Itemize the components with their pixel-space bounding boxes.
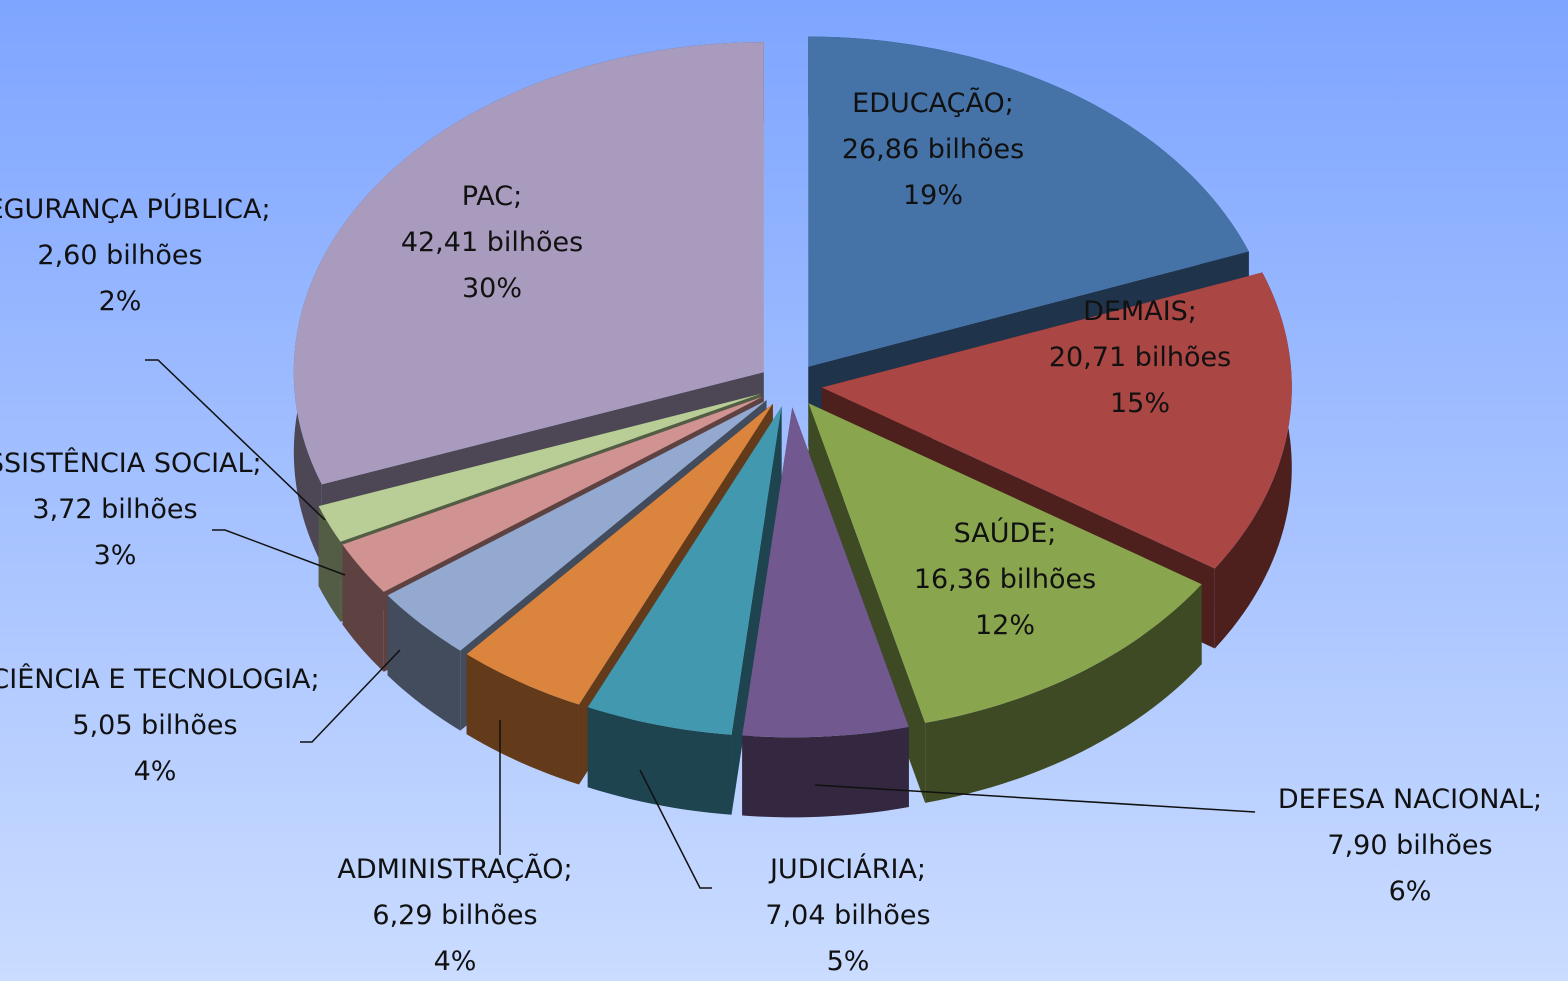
leader-line [814, 784, 1256, 813]
leader-line [212, 529, 346, 576]
slice [821, 272, 1292, 569]
data-label: PAC; 42,41 bilhões 30% [401, 181, 583, 304]
slice [808, 36, 1249, 367]
labels: EDUCAÇÃO; 26,86 bilhões 19% DEMAIS; 20,71 bi… [0, 87, 1542, 977]
data-label-line: 3% [94, 540, 137, 571]
data-label-line: 16,36 bilhões [914, 564, 1096, 595]
data-label-line: 26,86 bilhões [842, 134, 1024, 165]
data-label-line: ADMINISTRAÇÃO; [337, 853, 572, 885]
data-label-line: SAÚDE; [954, 517, 1057, 549]
data-label: DEMAIS; 20,71 bilhões 15% [1049, 296, 1231, 419]
data-label: SAÚDE; 16,36 bilhões 12% [914, 517, 1096, 641]
slices [293, 36, 1292, 818]
slice [466, 403, 773, 705]
data-label-line: ASSISTÊNCIA SOCIAL; [0, 447, 262, 479]
data-label-line: 4% [134, 756, 177, 787]
data-label-line: 12% [975, 610, 1035, 641]
data-label-line: SEGURANÇA PÚBLICA; [0, 193, 271, 225]
slice-side [387, 595, 461, 731]
data-label-line: 7,04 bilhões [765, 900, 930, 931]
data-label-line: 15% [1110, 388, 1170, 419]
slice [587, 406, 782, 735]
data-label-line: PAC; [462, 181, 523, 212]
data-label-line: 6% [1389, 876, 1432, 907]
data-label-line: 4% [434, 946, 477, 977]
slice-side [925, 584, 1202, 803]
slice-side [466, 654, 579, 785]
slice [342, 396, 763, 592]
data-label-line: 5,05 bilhões [72, 710, 237, 741]
data-label: DEFESA NACIONAL; 7,90 bilhões 6% [1278, 784, 1542, 907]
data-label: SEGURANÇA PÚBLICA; 2,60 bilhões 2% [0, 193, 271, 317]
leader-line [639, 769, 712, 889]
data-label-line: 20,71 bilhões [1049, 342, 1231, 373]
slice-side [587, 707, 732, 815]
slice [808, 403, 1202, 723]
data-label-line: DEMAIS; [1083, 296, 1197, 327]
leader-line [300, 649, 401, 743]
data-label-line: 3,72 bilhões [32, 494, 197, 525]
slice-side [731, 406, 782, 815]
slice-side [318, 506, 341, 622]
data-label: CIÊNCIA E TECNOLOGIA; 5,05 bilhões 4% [0, 663, 320, 787]
slice-side [342, 544, 384, 672]
data-label-line: 5% [827, 946, 870, 977]
slice [318, 393, 761, 542]
data-label-line: 6,29 bilhões [372, 900, 537, 931]
leader-line [145, 359, 326, 521]
slice-side [742, 727, 909, 818]
data-label-line: 19% [903, 180, 963, 211]
slice [293, 42, 764, 485]
data-label: JUDICIÁRIA; 7,04 bilhões 5% [765, 853, 930, 977]
data-label-line: 30% [462, 273, 522, 304]
data-label: ASSISTÊNCIA SOCIAL; 3,72 bilhões 3% [0, 447, 262, 571]
data-label-line: JUDICIÁRIA; [768, 853, 926, 885]
slice [742, 407, 909, 738]
data-label-line: EDUCAÇÃO; [852, 87, 1014, 119]
data-label-line: 7,90 bilhões [1327, 830, 1492, 861]
slice [387, 400, 767, 651]
data-label: ADMINISTRAÇÃO; 6,29 bilhões 4% [337, 853, 572, 977]
data-label-line: 2% [99, 286, 142, 317]
data-label-line: CIÊNCIA E TECNOLOGIA; [0, 663, 320, 695]
data-label-line: 42,41 bilhões [401, 227, 583, 258]
data-label-line: DEFESA NACIONAL; [1278, 784, 1542, 815]
data-label: EDUCAÇÃO; 26,86 bilhões 19% [842, 87, 1024, 211]
data-label-line: 2,60 bilhões [37, 240, 202, 271]
